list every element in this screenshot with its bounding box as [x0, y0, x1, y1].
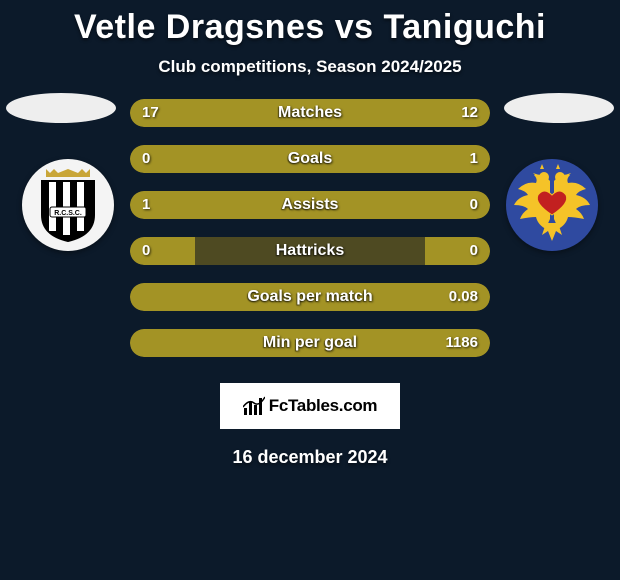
stat-label: Hattricks — [130, 237, 490, 265]
flag-left — [6, 93, 116, 123]
stat-label: Matches — [130, 99, 490, 127]
flag-right — [504, 93, 614, 123]
page-title: Vetle Dragsnes vs Taniguchi — [0, 0, 620, 47]
stat-label: Min per goal — [130, 329, 490, 357]
stat-row: 01Goals — [130, 145, 490, 173]
stat-row: 1712Matches — [130, 99, 490, 127]
stat-label: Goals — [130, 145, 490, 173]
shield-icon: R.C.S.C. — [36, 167, 100, 243]
stat-row: 10Assists — [130, 191, 490, 219]
stat-label: Goals per match — [130, 283, 490, 311]
stat-bars: 1712Matches 01Goals 10Assists 00Hattricks 0.… — [130, 99, 490, 357]
brand-box[interactable]: FcTables.com — [220, 383, 400, 429]
stat-label: Assists — [130, 191, 490, 219]
stat-row: 0.08Goals per match — [130, 283, 490, 311]
svg-text:R.C.S.C.: R.C.S.C. — [54, 210, 82, 217]
subtitle: Club competitions, Season 2024/2025 — [0, 57, 620, 77]
date-label: 16 december 2024 — [0, 447, 620, 468]
club-badge-right — [506, 159, 598, 251]
stat-row: 00Hattricks — [130, 237, 490, 265]
comparison-arena: R.C.S.C. — [0, 99, 620, 357]
stat-row: 1186Min per goal — [130, 329, 490, 357]
brand-label: FcTables.com — [269, 396, 378, 416]
club-badge-left: R.C.S.C. — [22, 159, 114, 251]
eagle-shield-icon — [506, 159, 598, 251]
chart-bars-icon — [243, 396, 265, 416]
